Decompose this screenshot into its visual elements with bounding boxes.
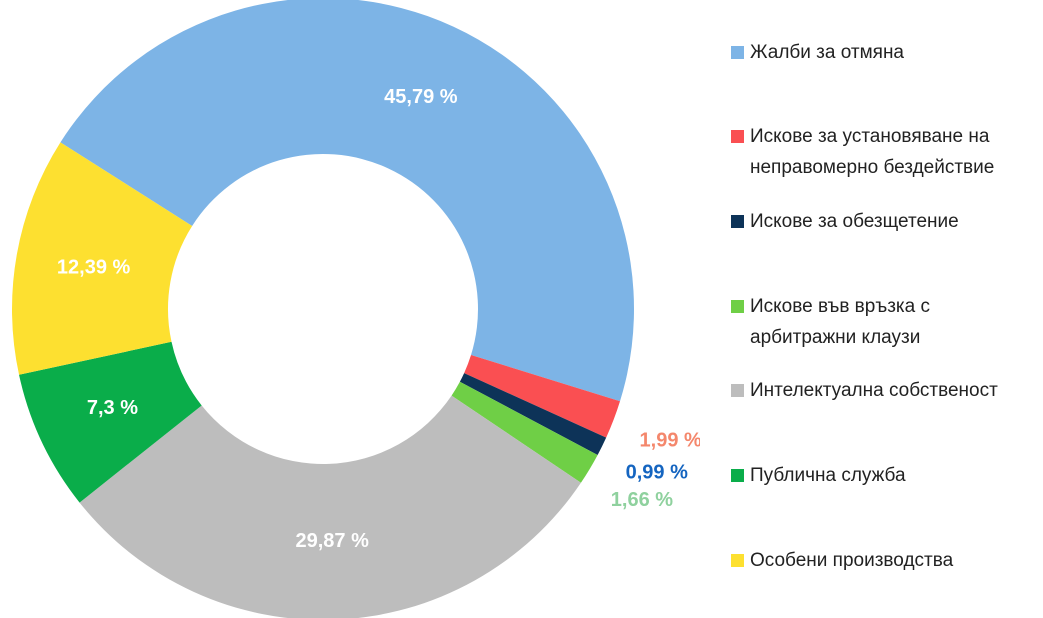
- donut-segment: [19, 341, 202, 503]
- legend-entry: Искове за установяване на неправомерно б…: [731, 121, 1041, 183]
- donut-segment: [464, 354, 620, 438]
- legend-swatch: [731, 384, 744, 398]
- legend-label: Публична служба: [750, 465, 906, 486]
- legend-label: Жалби за отмяна: [750, 41, 905, 63]
- value-label: 12,39 %: [57, 256, 131, 278]
- donut-segment: [459, 373, 607, 455]
- value-label: 0,99 %: [626, 462, 688, 484]
- legend-label: Особени производства: [750, 549, 954, 571]
- legend-label: Искове във връзка с арбитражни клаузи: [750, 295, 931, 348]
- donut-segment: [60, 0, 634, 402]
- legend-entry: Интелектуална собственост: [731, 375, 1041, 406]
- value-label: 29,87 %: [296, 530, 370, 552]
- value-label: 7,3 %: [87, 397, 138, 419]
- value-label: 1,66 %: [611, 489, 673, 511]
- donut-segment: [11, 142, 193, 375]
- donut-segment: [451, 381, 598, 483]
- value-label: 1,99 %: [640, 430, 700, 452]
- legend-label: Искове за обезщетение: [750, 210, 959, 232]
- donut-segment: [79, 395, 581, 618]
- legend-swatch: [731, 214, 744, 228]
- legend-entry: Особени производства: [731, 545, 1041, 576]
- legend-swatch: [731, 45, 744, 59]
- value-label: 45,79 %: [384, 86, 458, 108]
- legend-label: Интелектуална собственост: [750, 380, 998, 402]
- legend-swatch: [731, 553, 744, 567]
- legend-entry: Жалби за отмяна: [731, 37, 1041, 68]
- legend-label: Искове за установяване на неправомерно б…: [750, 126, 995, 179]
- legend-swatch: [731, 469, 744, 482]
- legend-swatch: [731, 130, 744, 144]
- legend-entry: Искове във връзка с арбитражни клаузи: [731, 291, 1041, 353]
- chart: 45,79 % 1,99 % 0,99 % 1,66 % 29,87 % 7,3 % 12,…: [11, 0, 700, 618]
- legend-entry: Искове за обезщетение: [731, 206, 1041, 237]
- legend-swatch: [731, 299, 744, 313]
- legend-entry: Публична служба: [731, 460, 1041, 491]
